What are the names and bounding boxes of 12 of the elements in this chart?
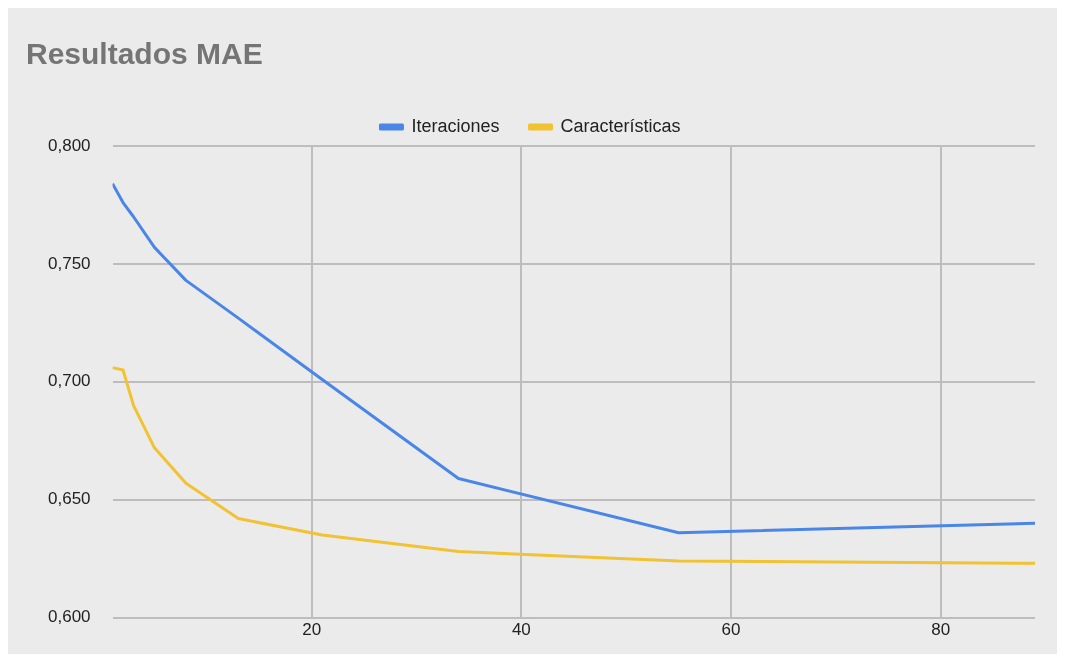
x-tick-label: 80 — [931, 620, 951, 640]
y-tick-label: 0,800 — [47, 135, 91, 155]
chart-title: Resultados MAE — [26, 37, 263, 71]
x-tick-label: 60 — [721, 620, 741, 640]
x-tick-label: 40 — [511, 620, 531, 640]
legend-label: Iteraciones — [411, 115, 500, 136]
y-tick-label: 0,750 — [47, 253, 91, 273]
y-tick-label: 0,650 — [47, 489, 91, 509]
y-tick-label: 0,600 — [47, 607, 91, 627]
x-tick-label: 20 — [302, 620, 322, 640]
legend-label: Características — [560, 115, 681, 136]
y-tick-label: 0,700 — [47, 371, 91, 391]
